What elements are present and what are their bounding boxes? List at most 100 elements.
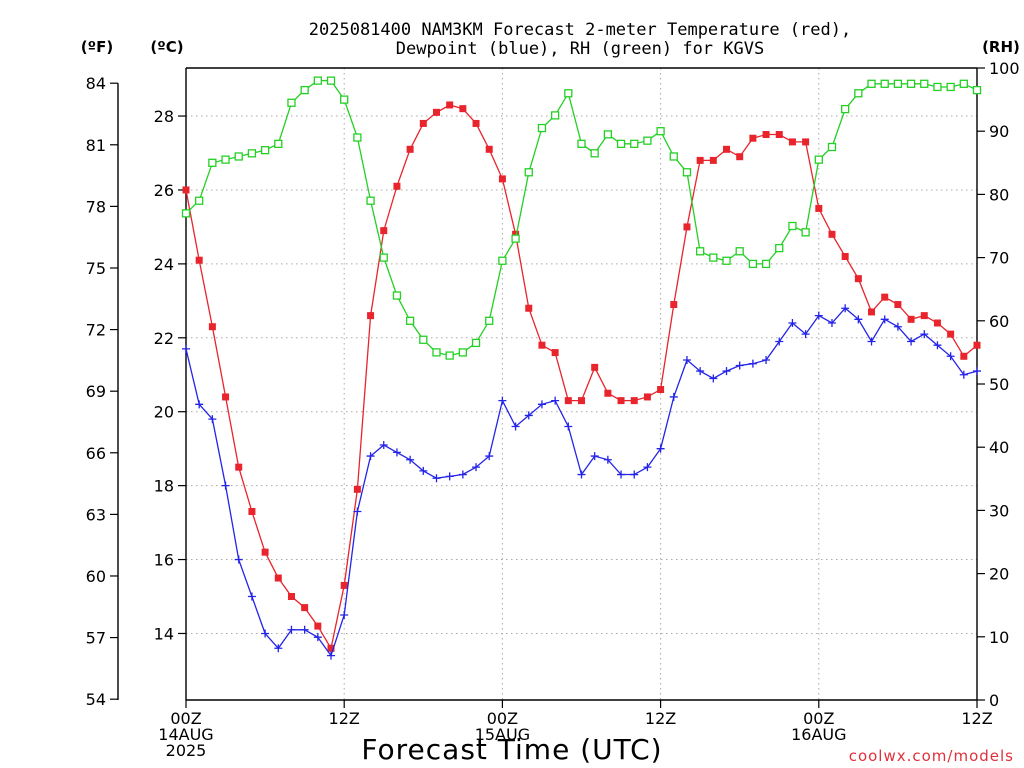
- dewpoint-point: [182, 344, 190, 353]
- rh-point: [696, 247, 705, 256]
- rh-point: [234, 152, 243, 161]
- temperature-point: [933, 319, 941, 327]
- dewpoint-point: [340, 610, 349, 619]
- temperature-line: [185, 104, 978, 651]
- rh-point: [788, 221, 797, 231]
- dewpoint-point: [458, 470, 467, 479]
- x-tick-label: 12Z: [961, 709, 992, 728]
- dewpoint-point: [577, 470, 586, 479]
- rh-point: [353, 133, 362, 142]
- dewpoint-point: [682, 355, 691, 364]
- dewpoint-point: [472, 463, 481, 472]
- dewpoint-point: [973, 367, 981, 376]
- temperature-point: [235, 463, 243, 471]
- fahrenheit-tick-label: 72: [86, 321, 106, 340]
- temperature-point: [261, 548, 269, 556]
- dewpoint-point: [261, 629, 270, 638]
- rh-series: [181, 76, 982, 360]
- dewpoint-point: [208, 415, 217, 424]
- temperature-point: [920, 312, 928, 320]
- rh-point: [524, 168, 533, 177]
- celsius-unit-label: (ºC): [150, 38, 183, 56]
- rh-tick-label: 60: [989, 312, 1009, 331]
- dewpoint-point: [498, 396, 507, 405]
- dewpoint-point: [893, 322, 902, 331]
- rh-unit-label: (RH): [982, 38, 1020, 56]
- rh-point: [458, 348, 468, 357]
- dewpoint-point: [907, 337, 916, 346]
- fahrenheit-tick-label: 57: [86, 629, 106, 648]
- dewpoint-point: [274, 644, 283, 653]
- dewpoint-point: [524, 411, 533, 420]
- rh-point: [471, 338, 481, 348]
- dewpoint-point: [669, 392, 678, 401]
- dewpoint-point: [643, 463, 652, 472]
- temperature-point: [274, 574, 282, 582]
- dewpoint-point: [867, 337, 876, 346]
- dewpoint-point: [920, 330, 929, 339]
- rh-point: [498, 256, 507, 265]
- temperature-point: [947, 330, 955, 338]
- dewpoint-point: [485, 452, 494, 461]
- rh-point: [485, 316, 494, 325]
- x-tick-label: 15AUG: [475, 725, 530, 744]
- dewpoint-point: [854, 315, 863, 324]
- rh-point: [827, 142, 837, 152]
- celsius-tick-label: 22: [154, 329, 174, 348]
- dewpoint-point: [735, 361, 744, 370]
- dewpoint-point: [432, 474, 441, 483]
- rh-point: [392, 291, 402, 300]
- rh-tick-label: 30: [989, 501, 1009, 520]
- dewpoint-point: [313, 633, 322, 642]
- rh-point: [841, 104, 850, 114]
- dewpoint-point: [366, 452, 375, 461]
- fahrenheit-tick-label: 66: [86, 444, 106, 463]
- fahrenheit-tick-label: 75: [86, 259, 106, 278]
- dewpoint-point: [722, 367, 731, 376]
- dewpoint-point: [551, 396, 560, 405]
- temperature-point: [327, 644, 335, 652]
- rh-tick-label: 0: [989, 691, 999, 710]
- temperature-point: [564, 397, 572, 405]
- rh-point: [274, 139, 283, 148]
- rh-point: [221, 155, 230, 164]
- rh-line: [185, 79, 978, 357]
- dewpoint-point: [537, 400, 546, 409]
- rh-point: [972, 85, 982, 95]
- rh-tick-label: 80: [989, 185, 1009, 204]
- dewpoint-point: [379, 440, 388, 449]
- temperature-point: [380, 227, 388, 235]
- temperature-point: [419, 119, 427, 127]
- dewpoint-point: [221, 481, 230, 490]
- temperature-point: [353, 485, 361, 493]
- x-tick-label: 14AUG: [158, 725, 213, 744]
- temperature-point: [749, 134, 757, 142]
- rh-tick-label: 100: [989, 59, 1020, 78]
- temperature-point: [301, 604, 309, 612]
- rh-point: [920, 79, 929, 88]
- x-tick-label: 16AUG: [791, 725, 846, 744]
- rh-point: [814, 155, 823, 164]
- temperature-point: [525, 304, 533, 312]
- rh-point: [933, 82, 942, 92]
- temperature-point: [340, 581, 348, 589]
- temperature-point: [195, 256, 203, 264]
- dewpoint-point: [617, 470, 626, 479]
- temperature-point: [841, 252, 849, 260]
- celsius-tick-label: 28: [154, 107, 174, 126]
- temperature-point: [182, 186, 190, 194]
- dewpoint-point: [234, 555, 243, 564]
- rh-point: [867, 79, 876, 88]
- dewpoint-point: [445, 472, 454, 481]
- dewpoint-point: [327, 651, 336, 660]
- rh-point: [247, 149, 257, 158]
- celsius-tick-label: 20: [154, 403, 174, 422]
- dewpoint-point: [696, 367, 705, 376]
- dewpoint-point: [287, 625, 296, 634]
- fahrenheit-tick-label: 78: [86, 197, 106, 216]
- dewpoint-point: [630, 470, 639, 479]
- temperature-point: [446, 101, 454, 109]
- temperature-point: [657, 386, 665, 394]
- rh-point: [181, 209, 191, 218]
- rh-point: [959, 79, 968, 88]
